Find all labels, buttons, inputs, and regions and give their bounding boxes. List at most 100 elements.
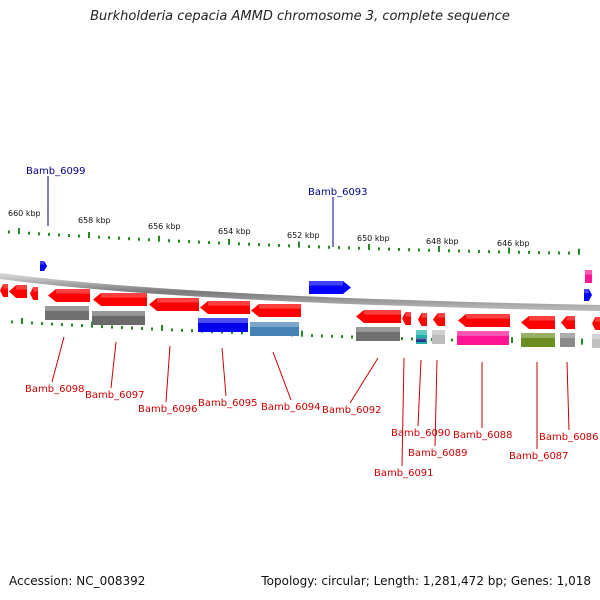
gene-arrow-reverse [433, 313, 445, 326]
ruler-label: 660 kbp [8, 209, 41, 218]
gene-label: Bamb_6089 [408, 448, 468, 459]
gene-label: Bamb_6096 [138, 404, 198, 415]
gene-box-reverse [92, 311, 145, 325]
gene-label: Bamb_6092 [322, 405, 382, 416]
gene-box-reverse [356, 327, 400, 341]
ruler-tick [18, 228, 20, 235]
gene-label: Bamb_6086 [539, 432, 599, 443]
ruler-tick [528, 250, 530, 254]
ruler-tick [558, 251, 560, 255]
gene-arrow-reverse [200, 301, 250, 314]
ruler-tick [308, 245, 310, 249]
ruler-tick [448, 249, 450, 253]
ruler-tick [341, 335, 343, 339]
gene-arrow-reverse [592, 317, 600, 330]
ruler-tick [378, 247, 380, 251]
ruler-label: 650 kbp [357, 234, 390, 243]
gene-arrow-bamb-6099 [40, 261, 47, 271]
ruler-tick [121, 326, 123, 330]
ruler-tick [58, 233, 60, 237]
gene-label: Bamb_6095 [198, 398, 258, 409]
ruler-tick [148, 238, 150, 242]
ruler-tick [568, 251, 570, 255]
gene-arrow-forward-edge [584, 289, 592, 301]
ruler-tick [161, 324, 163, 331]
ruler-tick [181, 328, 183, 332]
ruler-tick [408, 248, 410, 252]
ruler-tick [418, 248, 420, 252]
ruler-tick [78, 234, 80, 238]
ruler-tick [298, 241, 300, 248]
ruler-tick [328, 245, 330, 249]
sequence-summary: Topology: circular; Length: 1,281,472 bp… [261, 574, 591, 588]
ruler-tick [11, 320, 13, 324]
ruler-tick [48, 232, 50, 236]
ruler-dots-outer [8, 228, 580, 255]
gene-arrow-reverse [521, 316, 555, 329]
ruler-tick [331, 334, 333, 338]
leader-line [221, 347, 227, 397]
ruler-tick [221, 330, 223, 334]
ruler-tick [451, 338, 453, 342]
gene-arrow-reverse [93, 293, 147, 306]
ruler-tick [198, 240, 200, 244]
ruler-tick [68, 234, 70, 238]
ruler-tick [21, 317, 23, 324]
ruler-tick [108, 236, 110, 240]
gene-arrow-reverse [458, 314, 510, 327]
ruler-tick [31, 321, 33, 325]
gene-arrow-reverse [561, 316, 575, 329]
ruler-tick [8, 230, 10, 234]
gene-arrow-reverse [48, 289, 90, 302]
leader-line [110, 341, 117, 389]
ruler-tick [178, 239, 180, 243]
gene-arrow-reverse [251, 304, 301, 317]
gene-arrow-reverse [402, 312, 411, 325]
ruler-tick [438, 246, 440, 253]
ruler-label: 654 kbp [218, 227, 251, 236]
ruler-tick [168, 239, 170, 243]
leader-line [417, 359, 422, 427]
ruler-tick [518, 250, 520, 254]
gene-label: Bamb_6093 [308, 187, 368, 198]
ruler-tick [538, 251, 540, 255]
ruler-tick [191, 329, 193, 333]
gene-label: Bamb_6091 [374, 468, 434, 479]
ruler-tick [51, 322, 53, 326]
ruler-tick [458, 249, 460, 253]
ruler-labels: 660 kbp 658 kbp 656 kbp 654 kbp 652 kbp 650 k… [8, 209, 530, 248]
gene-box-reverse [250, 322, 299, 336]
ruler-tick [228, 238, 230, 245]
ruler-tick [71, 323, 73, 327]
ruler-tick [368, 244, 370, 251]
gene-label: Bamb_6094 [261, 402, 321, 413]
gene-box-reverse [432, 330, 445, 344]
ruler-tick [158, 235, 160, 242]
ruler-label: 656 kbp [148, 222, 181, 231]
gene-features [0, 261, 600, 348]
leader-line [51, 336, 65, 383]
ruler-tick [548, 251, 550, 255]
gene-label: Bamb_6099 [26, 166, 86, 177]
map-title: Burkholderia cepacia AMMD chromosome 3, … [90, 9, 510, 24]
gene-arrow-reverse [149, 298, 199, 311]
ruler-tick [151, 327, 153, 331]
ruler-tick [138, 237, 140, 241]
ruler-tick [128, 237, 130, 241]
ruler-label: 648 kbp [426, 237, 459, 246]
ruler-tick [248, 242, 250, 246]
ruler-tick [338, 246, 340, 250]
ruler-tick [288, 244, 290, 248]
leader-line [272, 351, 292, 401]
ruler-tick [301, 330, 303, 337]
ruler-tick [348, 246, 350, 250]
leader-line [401, 357, 405, 467]
ruler-tick [131, 326, 133, 330]
ruler-tick [398, 247, 400, 251]
ruler-tick [88, 232, 90, 239]
ruler-tick [28, 231, 30, 235]
leader-line [566, 361, 570, 431]
gene-box-forward-edge [585, 270, 592, 283]
gene-box-reverse [457, 331, 509, 345]
ruler-tick [508, 247, 510, 254]
